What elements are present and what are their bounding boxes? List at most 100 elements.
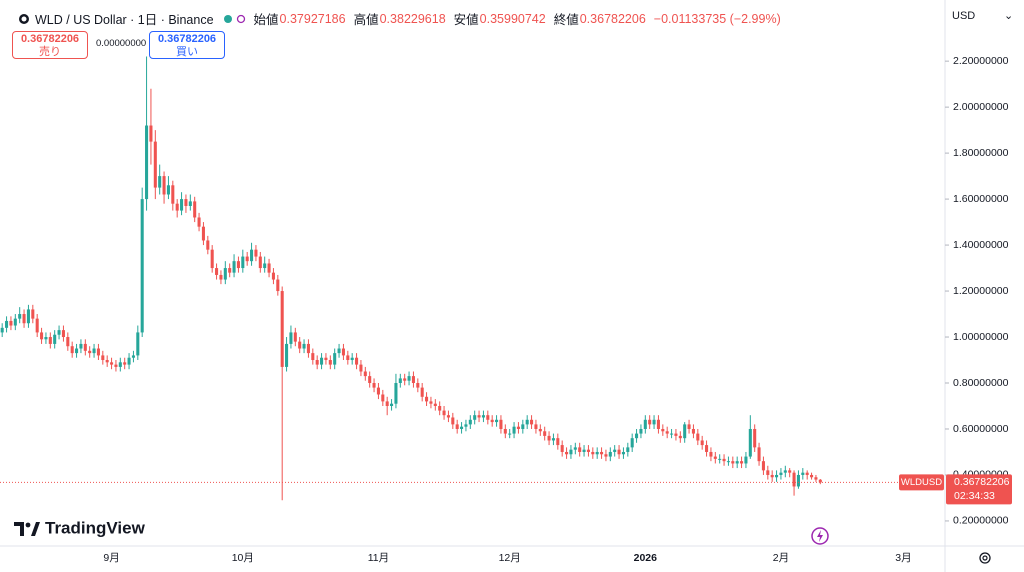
symbol-icon [19,13,29,24]
candle-body [210,249,214,269]
currency-select[interactable]: USD ⌄ [952,10,1013,22]
price-tag-value: 0.36782206 [954,476,1010,488]
candle-body [617,449,621,455]
candle-body [114,364,118,367]
sell-button[interactable]: 0.36782206 売り [12,31,88,59]
countdown: 02:34:33 [954,490,995,502]
candle-body [757,447,761,462]
candle-body [503,428,507,434]
status-icons[interactable] [222,12,248,26]
candle-body [359,364,363,372]
plot-area [0,56,822,501]
candle-body [801,472,805,475]
candle-body [96,348,100,356]
candle-body [355,357,359,365]
candle-body [127,357,131,365]
candle-body [381,394,385,402]
candle-body [810,474,814,478]
candle-body [57,330,61,335]
candle-body [22,314,26,324]
candle-body [44,337,48,340]
candle-body [149,125,153,142]
candle-body [521,424,525,429]
candle-body [193,201,197,218]
candle-body [407,376,411,381]
candle-body [311,353,315,361]
candle-body [805,472,809,475]
candle-body [350,357,354,361]
candle-body [337,348,341,354]
candle-body [565,451,569,455]
y-tick-label: 0.80000000 [953,377,1009,389]
candle-body [298,341,302,349]
candle-body [652,419,656,425]
close-label: 終値 [553,13,579,27]
y-tick-label: 1.40000000 [953,239,1009,251]
candle-body [206,240,210,250]
candle-body [595,451,599,455]
candle-body [232,261,236,273]
candle-body [346,355,350,361]
candle-body [700,440,704,446]
candle-body [153,141,157,188]
candle-body [547,435,551,441]
buy-button[interactable]: 0.36782206 買い [149,31,225,59]
candle-body [31,309,35,319]
candle-body [236,261,240,269]
candle-body [197,217,201,227]
candle-body [70,346,74,354]
candle-body [481,415,485,418]
candle-body [433,403,437,406]
candle-body [438,405,442,411]
candle-body [735,461,739,464]
candle-body [499,419,503,429]
symbol-tag [899,474,944,491]
candle-body [136,332,140,356]
candle-body [761,461,765,471]
candle-body [556,438,560,446]
candle-body [66,337,70,347]
candle-body [228,268,232,273]
candle-body [0,327,4,333]
candle-body [376,387,380,395]
candle-body [814,477,818,480]
candle-body [48,337,52,344]
candle-body [425,396,429,402]
alert-icon[interactable] [811,527,829,545]
candle-body [105,360,109,363]
candle-body [79,343,83,349]
candle-body [530,419,534,425]
candle-body [394,383,398,404]
candle-body [753,428,757,448]
candle-body [123,362,127,365]
open-value: 0.37927186 [279,11,346,26]
candle-body [788,470,792,473]
low-label: 安値 [453,13,479,27]
candle-body [613,449,617,452]
candle-body [258,256,262,269]
x-tick-label: 10月 [232,552,254,564]
candle-body [53,334,57,344]
candle-body [263,263,267,269]
candle-body [446,415,450,418]
candle-body [293,332,297,342]
candle-body [341,348,345,356]
candle-body [131,355,135,358]
candle-body [411,376,415,384]
candle-body [635,433,639,439]
y-tick-label: 1.00000000 [953,331,1009,343]
candle-body [92,348,96,354]
sell-label: 売り [39,46,61,58]
candle-body [490,419,494,423]
settings-icon[interactable] [979,552,991,564]
candle-body [158,176,162,188]
candle-body [35,318,39,333]
candle-body [740,461,744,464]
candle-body [551,438,555,441]
candle-body [604,454,608,457]
candle-body [495,419,499,423]
candle-body [101,355,105,361]
candle-body [88,350,92,354]
candle-body [416,383,420,388]
candle-body [215,268,219,275]
